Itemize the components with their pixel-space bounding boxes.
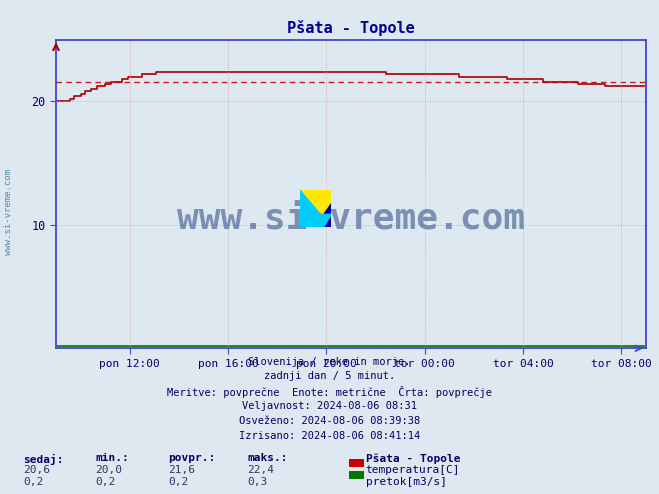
Text: zadnji dan / 5 minut.: zadnji dan / 5 minut. — [264, 371, 395, 381]
Text: Pšata - Topole: Pšata - Topole — [366, 453, 460, 464]
Text: Izrisano: 2024-08-06 08:41:14: Izrisano: 2024-08-06 08:41:14 — [239, 431, 420, 441]
Text: 0,2: 0,2 — [168, 477, 188, 487]
Text: 0,2: 0,2 — [96, 477, 116, 487]
Text: min.:: min.: — [96, 453, 129, 463]
Text: Meritve: povprečne  Enote: metrične  Črta: povprečje: Meritve: povprečne Enote: metrične Črta:… — [167, 386, 492, 398]
Text: maks.:: maks.: — [247, 453, 287, 463]
Text: 0,2: 0,2 — [23, 477, 43, 487]
Polygon shape — [300, 190, 331, 227]
Text: www.si-vreme.com: www.si-vreme.com — [4, 169, 13, 255]
Text: 20,6: 20,6 — [23, 465, 50, 475]
Text: temperatura[C]: temperatura[C] — [366, 465, 460, 475]
Text: pretok[m3/s]: pretok[m3/s] — [366, 477, 447, 487]
Text: Osveženo: 2024-08-06 08:39:38: Osveženo: 2024-08-06 08:39:38 — [239, 416, 420, 426]
Text: 20,0: 20,0 — [96, 465, 123, 475]
Text: 21,6: 21,6 — [168, 465, 195, 475]
Text: povpr.:: povpr.: — [168, 453, 215, 463]
Text: www.si-vreme.com: www.si-vreme.com — [177, 202, 525, 236]
Polygon shape — [309, 214, 331, 227]
Text: 22,4: 22,4 — [247, 465, 274, 475]
Polygon shape — [314, 203, 331, 227]
Text: Slovenija / reke in morje.: Slovenija / reke in morje. — [248, 357, 411, 367]
Text: Veljavnost: 2024-08-06 08:31: Veljavnost: 2024-08-06 08:31 — [242, 401, 417, 411]
Text: 0,3: 0,3 — [247, 477, 268, 487]
Text: sedaj:: sedaj: — [23, 453, 63, 464]
Title: Pšata - Topole: Pšata - Topole — [287, 20, 415, 36]
